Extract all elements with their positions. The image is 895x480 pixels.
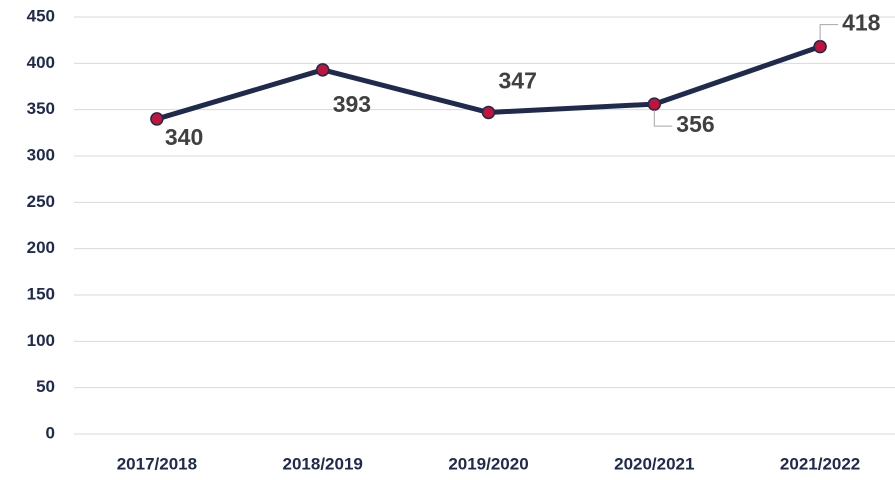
x-tick-label: 2019/2020: [448, 454, 528, 473]
y-tick-label: 400: [27, 53, 55, 72]
leader-line: [819, 24, 839, 41]
y-tick-label: 100: [27, 331, 55, 350]
data-label: 340: [165, 124, 203, 150]
y-tick-label: 0: [46, 423, 55, 442]
data-label: 393: [333, 91, 371, 117]
leader-line: [653, 110, 673, 127]
data-point: [481, 105, 496, 120]
y-tick-label: 350: [27, 99, 55, 118]
data-point: [315, 63, 330, 77]
y-tick-label: 150: [27, 284, 55, 303]
y-tick-label: 300: [27, 145, 55, 164]
x-tick-label: 2021/2022: [780, 454, 860, 473]
y-tick-label: 50: [36, 377, 55, 396]
x-tick-label: 2020/2021: [614, 454, 694, 473]
y-tick-label: 250: [27, 192, 55, 211]
data-label: 356: [676, 111, 714, 137]
data-point: [813, 39, 827, 54]
x-tick-label: 2017/2018: [117, 454, 197, 473]
data-label: 418: [842, 10, 881, 36]
y-tick-label: 450: [27, 6, 55, 25]
x-tick-label: 2018/2019: [283, 454, 363, 473]
data-label: 347: [499, 68, 537, 94]
data-point: [647, 97, 662, 111]
y-tick-label: 200: [27, 238, 55, 257]
data-point: [150, 112, 164, 126]
